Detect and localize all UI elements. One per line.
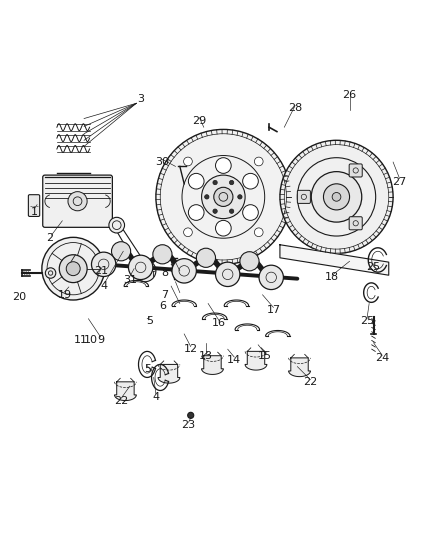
Circle shape: [243, 173, 258, 189]
Text: 4: 4: [100, 281, 107, 291]
Circle shape: [230, 209, 234, 213]
Circle shape: [184, 228, 192, 237]
Text: 28: 28: [288, 103, 302, 112]
Circle shape: [280, 140, 393, 254]
Text: 2: 2: [46, 233, 53, 243]
Circle shape: [109, 217, 124, 233]
Circle shape: [196, 248, 215, 268]
Text: 7: 7: [161, 290, 168, 300]
Circle shape: [156, 130, 291, 264]
Circle shape: [172, 259, 196, 283]
Text: 29: 29: [192, 116, 207, 126]
Text: 30: 30: [155, 157, 170, 167]
Circle shape: [213, 180, 217, 185]
Circle shape: [323, 184, 350, 210]
Text: 5: 5: [144, 364, 151, 374]
Circle shape: [46, 268, 56, 278]
Text: 3: 3: [137, 94, 144, 104]
Circle shape: [42, 237, 105, 300]
Circle shape: [187, 413, 194, 418]
Polygon shape: [245, 351, 267, 370]
FancyBboxPatch shape: [349, 164, 362, 177]
Circle shape: [311, 172, 362, 222]
Text: 22: 22: [114, 397, 128, 407]
Text: 21: 21: [95, 266, 109, 276]
Text: 24: 24: [375, 353, 389, 363]
Text: 15: 15: [258, 351, 272, 361]
Circle shape: [254, 157, 263, 166]
Circle shape: [153, 245, 172, 264]
Circle shape: [230, 180, 234, 185]
Text: 12: 12: [184, 344, 198, 354]
Circle shape: [259, 265, 283, 289]
Circle shape: [214, 187, 233, 206]
Text: 10: 10: [84, 335, 98, 345]
Text: 20: 20: [13, 292, 27, 302]
Text: 11: 11: [74, 335, 88, 345]
Circle shape: [215, 220, 231, 236]
Polygon shape: [280, 245, 389, 275]
Text: 31: 31: [123, 274, 137, 285]
Circle shape: [215, 262, 240, 287]
Circle shape: [240, 252, 259, 271]
FancyBboxPatch shape: [297, 190, 311, 204]
Text: 23: 23: [181, 421, 196, 430]
Circle shape: [92, 252, 116, 277]
Text: 18: 18: [325, 272, 339, 282]
Circle shape: [213, 209, 217, 213]
Circle shape: [112, 241, 131, 261]
Text: 25: 25: [360, 316, 374, 326]
Circle shape: [66, 262, 80, 276]
Text: 5: 5: [146, 316, 153, 326]
Circle shape: [205, 195, 209, 199]
Circle shape: [238, 195, 242, 199]
Circle shape: [134, 260, 156, 282]
Text: 1: 1: [31, 207, 38, 217]
Text: 22: 22: [303, 377, 318, 387]
Circle shape: [201, 175, 245, 219]
Text: 17: 17: [266, 305, 280, 315]
Text: 16: 16: [212, 318, 226, 328]
Text: 26: 26: [343, 90, 357, 100]
Circle shape: [188, 205, 204, 220]
Polygon shape: [289, 358, 311, 377]
FancyBboxPatch shape: [349, 217, 362, 230]
FancyBboxPatch shape: [43, 175, 113, 228]
Polygon shape: [201, 356, 223, 374]
Text: 13: 13: [199, 351, 213, 361]
Circle shape: [215, 158, 231, 173]
Text: 27: 27: [392, 176, 407, 187]
Circle shape: [184, 157, 192, 166]
Text: 19: 19: [57, 290, 71, 300]
FancyBboxPatch shape: [28, 195, 40, 216]
Polygon shape: [158, 365, 180, 383]
Text: 4: 4: [152, 392, 159, 402]
Polygon shape: [115, 382, 136, 400]
Text: 14: 14: [227, 355, 241, 365]
Text: 25: 25: [367, 262, 381, 271]
Circle shape: [188, 173, 204, 189]
Text: 9: 9: [97, 335, 104, 345]
Circle shape: [243, 205, 258, 220]
Circle shape: [254, 228, 263, 237]
Circle shape: [59, 255, 87, 282]
Text: 6: 6: [159, 301, 166, 311]
Circle shape: [68, 192, 87, 211]
Text: 8: 8: [161, 268, 168, 278]
Circle shape: [332, 192, 341, 201]
Circle shape: [128, 255, 153, 279]
